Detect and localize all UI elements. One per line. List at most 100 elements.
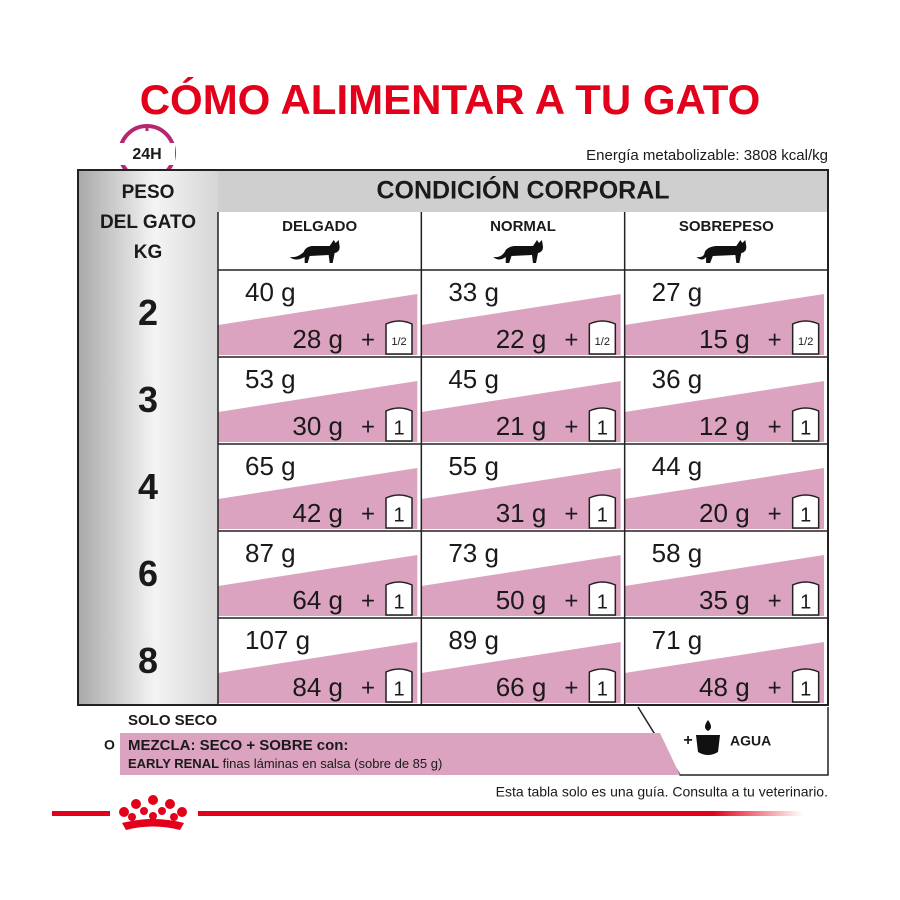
weight-header: PESO	[122, 182, 175, 203]
pouch-icon	[791, 494, 820, 529]
mix-dry-amount: 64 g	[292, 585, 343, 615]
pouch-icon	[588, 668, 617, 703]
pouch-icon	[791, 407, 820, 442]
water-label: AGUA	[730, 733, 771, 749]
plus-sign: +	[361, 587, 375, 614]
plus-sign: +	[564, 674, 578, 701]
plus-sign: +	[564, 500, 578, 527]
plus-sign: +	[768, 326, 782, 353]
cat-icon	[289, 240, 340, 263]
column-header-bg	[218, 212, 828, 270]
pouch-amount: 1	[800, 417, 811, 439]
cat-weight: 4	[138, 466, 158, 507]
pouch-icon	[385, 581, 413, 616]
pouch-icon	[588, 494, 617, 529]
dry-only-amount: 40 g	[245, 277, 296, 307]
pouch-amount: 1	[597, 591, 608, 613]
footer-note: Esta tabla solo es una guía. Consulta a …	[496, 784, 828, 800]
pouch-amount: 1	[800, 591, 811, 613]
mix-dry-amount: 20 g	[699, 498, 750, 528]
dry-only-amount: 65 g	[245, 451, 296, 481]
dry-only-amount: 58 g	[652, 538, 703, 568]
weight-column-bg	[78, 170, 218, 705]
mix-dry-amount: 21 g	[496, 411, 547, 441]
dry-only-amount: 55 g	[448, 451, 499, 481]
cat-weight: 3	[138, 379, 158, 420]
pouch-icon	[791, 320, 820, 355]
pouch-icon	[385, 668, 413, 703]
dry-only-amount: 73 g	[448, 538, 499, 568]
energy-note: Energía metabolizable: 3808 kcal/kg	[586, 147, 828, 164]
mix-area	[218, 294, 418, 355]
water-bowl-icon	[696, 735, 720, 755]
mix-dry-amount: 30 g	[292, 411, 343, 441]
dry-only-label: SOLO SECO	[128, 712, 218, 729]
water-plus: +	[683, 732, 692, 749]
pouch-icon	[588, 320, 617, 355]
title: CÓMO ALIMENTAR A TU GATO	[140, 75, 761, 123]
cat-icon	[696, 240, 747, 263]
cat-weight: 2	[138, 292, 158, 333]
pouch-amount: 1	[393, 417, 404, 439]
plus-sign: +	[768, 413, 782, 440]
condition-header: CONDICIÓN CORPORAL	[376, 175, 669, 205]
mix-dry-amount: 50 g	[496, 585, 547, 615]
mix-dry-amount: 84 g	[292, 672, 343, 702]
plus-sign: +	[361, 500, 375, 527]
pouch-icon	[791, 668, 820, 703]
mix-area	[624, 468, 824, 529]
cat-weight: 8	[138, 640, 158, 681]
weight-header: DEL GATO	[100, 212, 196, 233]
weight-header: KG	[134, 242, 163, 263]
pouch-icon	[385, 494, 413, 529]
mix-area	[421, 381, 621, 442]
pouch-amount: 1	[597, 417, 608, 439]
plus-sign: +	[564, 587, 578, 614]
water-drop-icon	[705, 720, 711, 731]
pouch-icon	[791, 581, 820, 616]
mix-dry-amount: 12 g	[699, 411, 750, 441]
pouch-icon	[385, 407, 413, 442]
dry-only-amount: 53 g	[245, 364, 296, 394]
dry-only-amount: 89 g	[448, 625, 499, 655]
mix-area	[624, 555, 824, 616]
feeding-table: PESO DEL GATO KG CONDICIÓN CORPORAL DELGADO N…	[77, 169, 829, 706]
mix-area	[624, 294, 824, 355]
mix-dry-amount: 31 g	[496, 498, 547, 528]
mix-area	[218, 555, 418, 616]
or-label: O	[104, 737, 115, 753]
plus-sign: +	[768, 674, 782, 701]
column-header: SOBREPESO	[679, 218, 774, 235]
column-header: NORMAL	[490, 218, 556, 235]
mix-area	[421, 555, 621, 616]
pouch-amount: 1	[393, 591, 404, 613]
mix-dry-amount: 35 g	[699, 585, 750, 615]
plus-sign: +	[768, 500, 782, 527]
plus-sign: +	[361, 326, 375, 353]
pouch-icon	[385, 320, 413, 355]
pouch-amount: 1	[597, 504, 608, 526]
column-header: DELGADO	[282, 218, 357, 235]
legend: SOLO SECO O MEZCLA: SECO + SOBRE con: EARLY…	[104, 706, 829, 776]
mix-dry-amount: 48 g	[699, 672, 750, 702]
pouch-amount: 1	[800, 678, 811, 700]
mix-legend-bg	[120, 733, 680, 775]
plus-sign: +	[361, 413, 375, 440]
mix-area	[218, 642, 418, 703]
pouch-amount: 1	[393, 504, 404, 526]
product-name: EARLY RENAL	[128, 756, 219, 771]
dry-only-amount: 87 g	[245, 538, 296, 568]
pouch-icon	[588, 407, 617, 442]
mix-description: EARLY RENAL finas láminas en salsa (sobr…	[128, 756, 442, 771]
pouch-amount: 1	[393, 678, 404, 700]
pouch-amount: 1	[800, 504, 811, 526]
pouch-amount: 1/2	[595, 336, 610, 348]
mix-dry-amount: 22 g	[496, 324, 547, 354]
dry-only-amount: 27 g	[652, 277, 703, 307]
clock-label: 24H	[132, 146, 161, 163]
pouch-amount: 1/2	[798, 336, 813, 348]
mix-area	[624, 381, 824, 442]
mix-area	[624, 642, 824, 703]
cat-icon	[493, 240, 543, 263]
